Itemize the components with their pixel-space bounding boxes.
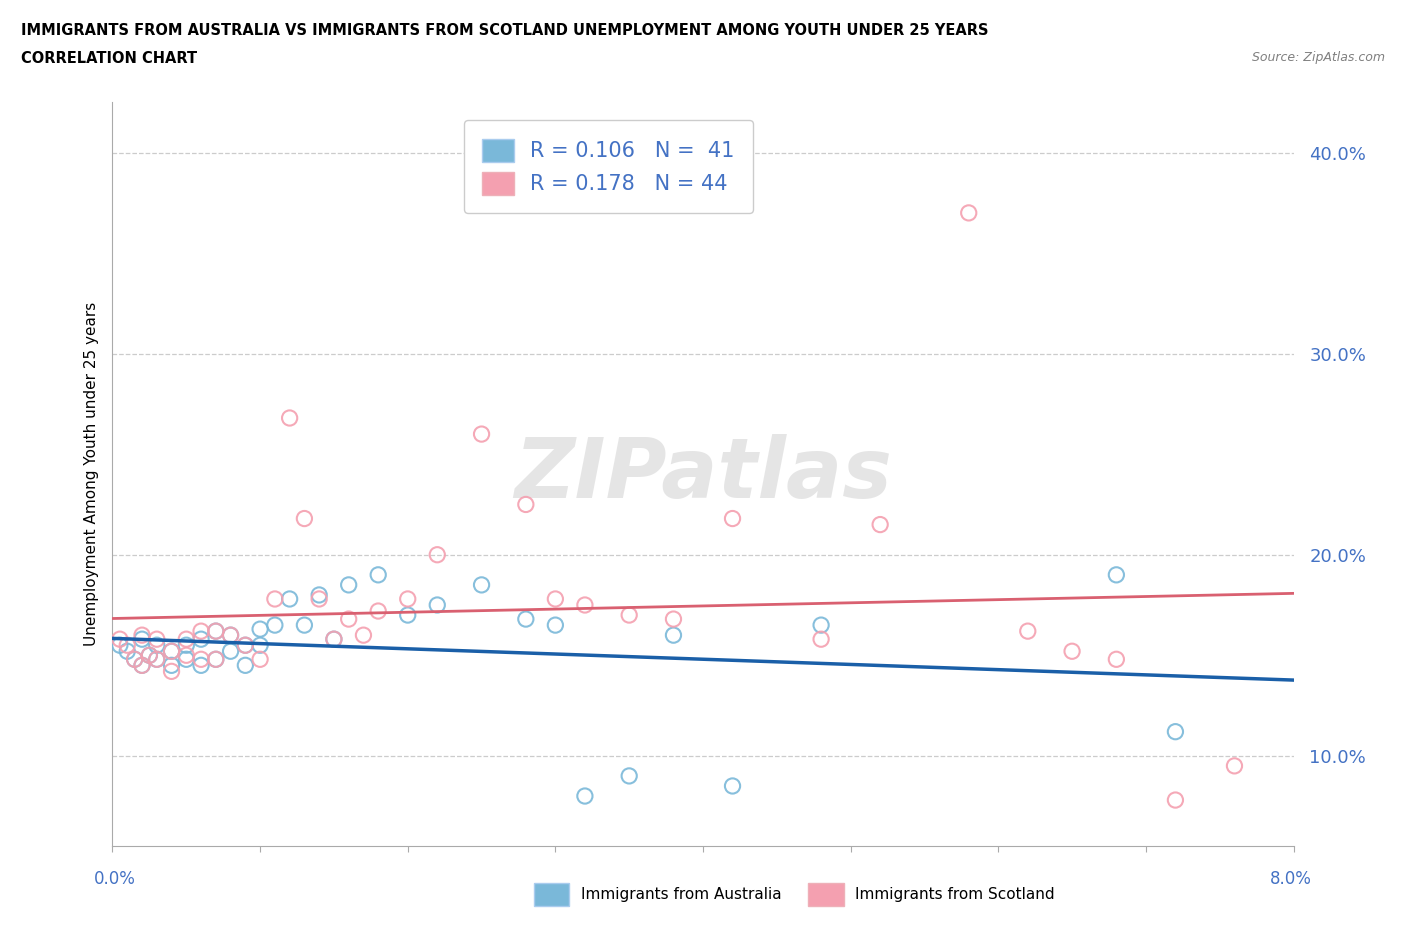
Point [337, 578, 360, 592]
Point [337, 612, 360, 627]
Point [190, 631, 212, 646]
Legend: R = 0.106   N =  41, R = 0.178   N = 44: R = 0.106 N = 41, R = 0.178 N = 44 [464, 120, 754, 214]
Point [146, 652, 169, 667]
Point [264, 591, 287, 606]
Text: Immigrants from Scotland: Immigrants from Scotland [855, 887, 1054, 902]
Point [1017, 624, 1039, 639]
Point [515, 612, 537, 627]
Y-axis label: Unemployment Among Youth under 25 years: Unemployment Among Youth under 25 years [83, 302, 98, 646]
Point [108, 638, 131, 653]
Point [117, 644, 138, 658]
Point [352, 628, 374, 643]
Point [721, 778, 744, 793]
Point [292, 512, 315, 526]
Point [810, 631, 832, 646]
Point [471, 578, 494, 592]
Point [160, 658, 183, 672]
Point [619, 607, 641, 622]
Point [160, 644, 183, 658]
Point [219, 628, 242, 643]
Point [264, 618, 287, 632]
Point [323, 631, 346, 646]
Point [205, 624, 228, 639]
Point [174, 631, 197, 646]
Point [1223, 759, 1246, 774]
Point [810, 618, 832, 632]
Point [1164, 792, 1187, 807]
Point [190, 652, 212, 667]
Point [108, 631, 131, 646]
Point [190, 624, 212, 639]
Text: 0.0%: 0.0% [94, 870, 136, 888]
Point [174, 652, 197, 667]
Point [1062, 644, 1084, 658]
Point [619, 768, 641, 783]
Text: Immigrants from Australia: Immigrants from Australia [581, 887, 782, 902]
Point [721, 512, 744, 526]
Point [131, 658, 153, 672]
Point [662, 628, 685, 643]
Point [146, 638, 169, 653]
Point [131, 631, 153, 646]
Point [396, 607, 419, 622]
Point [249, 638, 271, 653]
Point [146, 652, 169, 667]
Point [233, 658, 256, 672]
Point [544, 591, 567, 606]
Point [278, 591, 301, 606]
Point [471, 427, 494, 442]
Point [138, 648, 160, 663]
Point [869, 517, 891, 532]
Point [249, 652, 271, 667]
Point [323, 631, 346, 646]
Point [233, 638, 256, 653]
Point [160, 644, 183, 658]
Point [131, 628, 153, 643]
Point [957, 206, 980, 220]
Point [367, 567, 389, 582]
Point [249, 621, 271, 636]
Point [174, 648, 197, 663]
Point [190, 658, 212, 672]
Point [367, 604, 389, 618]
Point [308, 588, 330, 603]
Point [308, 591, 330, 606]
Point [574, 598, 596, 613]
Point [138, 648, 160, 663]
Point [174, 638, 197, 653]
Point [1164, 724, 1187, 739]
Point [1105, 652, 1128, 667]
Point [205, 652, 228, 667]
Point [278, 410, 301, 425]
Point [292, 618, 315, 632]
Text: Source: ZipAtlas.com: Source: ZipAtlas.com [1251, 51, 1385, 64]
Point [662, 612, 685, 627]
Point [219, 644, 242, 658]
Point [124, 652, 146, 667]
Point [205, 652, 228, 667]
Point [396, 591, 419, 606]
Text: CORRELATION CHART: CORRELATION CHART [21, 51, 197, 66]
Point [131, 658, 153, 672]
Point [160, 664, 183, 679]
Point [146, 631, 169, 646]
Text: ZIPatlas: ZIPatlas [515, 433, 891, 515]
Point [124, 652, 146, 667]
Text: 8.0%: 8.0% [1270, 870, 1312, 888]
Point [574, 789, 596, 804]
Point [233, 638, 256, 653]
Point [117, 638, 138, 653]
Point [544, 618, 567, 632]
Point [219, 628, 242, 643]
Point [515, 497, 537, 512]
Text: IMMIGRANTS FROM AUSTRALIA VS IMMIGRANTS FROM SCOTLAND UNEMPLOYMENT AMONG YOUTH U: IMMIGRANTS FROM AUSTRALIA VS IMMIGRANTS … [21, 23, 988, 38]
Point [426, 547, 449, 562]
Point [1105, 567, 1128, 582]
Point [426, 598, 449, 613]
Point [205, 624, 228, 639]
